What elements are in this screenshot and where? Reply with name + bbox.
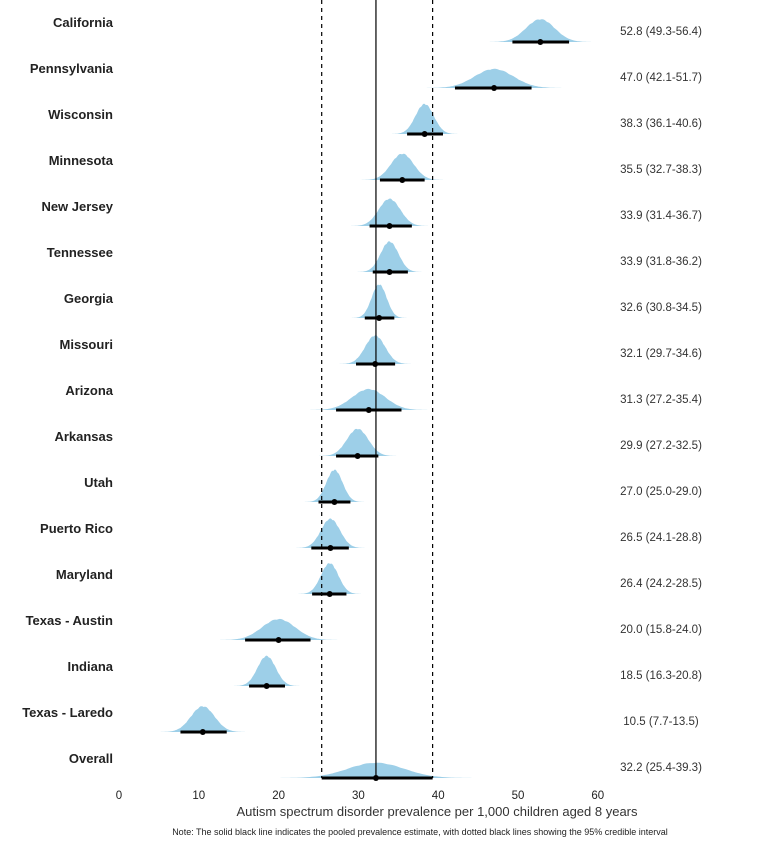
row-label: Maryland: [56, 567, 113, 582]
point-estimate: [372, 361, 379, 367]
density-6: [349, 284, 410, 318]
density-4: [346, 198, 433, 226]
estimate-label: 26.5 (24.1-28.8): [620, 532, 702, 544]
estimate-label: 31.3 (27.2-35.4): [620, 394, 702, 406]
row-label: Utah: [84, 475, 113, 490]
point-estimate: [491, 85, 498, 91]
estimate-label: 33.9 (31.4-36.7): [620, 210, 702, 222]
estimate-label: 35.5 (32.7-38.3): [620, 164, 702, 176]
point-estimate: [376, 315, 383, 321]
estimate-label: 32.6 (30.8-34.5): [620, 302, 702, 314]
point-estimate: [372, 775, 379, 781]
point-estimate: [199, 729, 206, 735]
estimate-label: 38.3 (36.1-40.6): [620, 118, 702, 130]
x-tick-label: 20: [272, 790, 285, 802]
estimate-label: 26.4 (24.2-28.5): [620, 578, 702, 590]
point-estimate: [327, 545, 334, 551]
x-tick-label: 10: [192, 790, 205, 802]
density-10: [301, 469, 367, 502]
row-label: Texas - Austin: [26, 613, 113, 628]
point-estimate: [365, 407, 372, 413]
row-label: Tennessee: [47, 245, 113, 260]
density-7: [335, 335, 416, 364]
density-13: [211, 618, 346, 640]
density-3: [356, 153, 448, 180]
row-labels: California Pennsylvania Wisconsin Minnesota…: [22, 15, 114, 766]
density-layer: [155, 19, 599, 778]
density-1: [415, 68, 573, 88]
row-label: Minnesota: [49, 153, 114, 168]
row-label: Puerto Rico: [40, 521, 113, 536]
estimate-label: 52.8 (49.3-56.4): [620, 26, 702, 38]
row-label: Indiana: [67, 659, 113, 674]
row-label: Texas - Laredo: [22, 705, 113, 720]
row-label: New Jersey: [41, 199, 113, 214]
row-label: Overall: [69, 751, 113, 766]
point-estimate: [263, 683, 270, 689]
density-5: [353, 241, 426, 272]
point-estimate: [386, 269, 393, 275]
estimate-label: 18.5 (16.3-20.8): [620, 670, 702, 682]
x-axis-title: Autism spectrum disorder prevalence per …: [236, 804, 638, 819]
x-axis-ticks: 0 10 20 30 40 50 60: [116, 790, 604, 802]
row-label: California: [53, 15, 114, 30]
x-tick-label: 40: [432, 790, 445, 802]
row-label: Missouri: [60, 337, 113, 352]
point-estimate: [275, 637, 282, 643]
density-12: [294, 563, 365, 594]
row-label: Wisconsin: [48, 107, 113, 122]
point-estimate: [326, 591, 333, 597]
x-tick-label: 30: [352, 790, 365, 802]
estimate-label: 32.2 (25.4-39.3): [620, 762, 702, 774]
footnote: Note: The solid black line indicates the…: [172, 827, 668, 837]
x-tick-label: 0: [116, 790, 122, 802]
row-label: Arkansas: [54, 429, 113, 444]
x-tick-label: 60: [591, 790, 604, 802]
row-label: Pennsylvania: [30, 61, 114, 76]
density-8: [302, 388, 436, 410]
density-9: [314, 428, 401, 456]
estimate-label: 27.0 (25.0-29.0): [620, 486, 702, 498]
estimate-label: 32.1 (29.7-34.6): [620, 348, 702, 360]
interval-layer: [180, 39, 570, 781]
density-0: [482, 19, 599, 42]
estimate-label: 33.9 (31.8-36.2): [620, 256, 702, 268]
point-estimate: [331, 499, 338, 505]
point-estimate: [354, 453, 361, 459]
estimate-labels: 52.8 (49.3-56.4) 47.0 (42.1-51.7) 38.3 (36…: [620, 26, 702, 774]
point-estimate: [399, 177, 406, 183]
row-label: Arizona: [65, 383, 113, 398]
reference-lines: [321, 0, 434, 778]
estimate-label: 10.5 (7.7-13.5): [623, 716, 699, 728]
estimate-label: 47.0 (42.1-51.7): [620, 72, 702, 84]
density-15: [155, 706, 250, 732]
estimate-label: 20.0 (15.8-24.0): [620, 624, 702, 636]
density-2: [388, 103, 462, 134]
point-estimate: [537, 39, 544, 45]
row-label: Georgia: [64, 291, 114, 306]
point-estimate: [386, 223, 393, 229]
x-tick-label: 50: [512, 790, 525, 802]
density-11: [292, 518, 369, 548]
point-estimate: [421, 131, 428, 137]
density-14: [230, 655, 304, 686]
estimate-label: 29.9 (27.2-32.5): [620, 440, 702, 452]
